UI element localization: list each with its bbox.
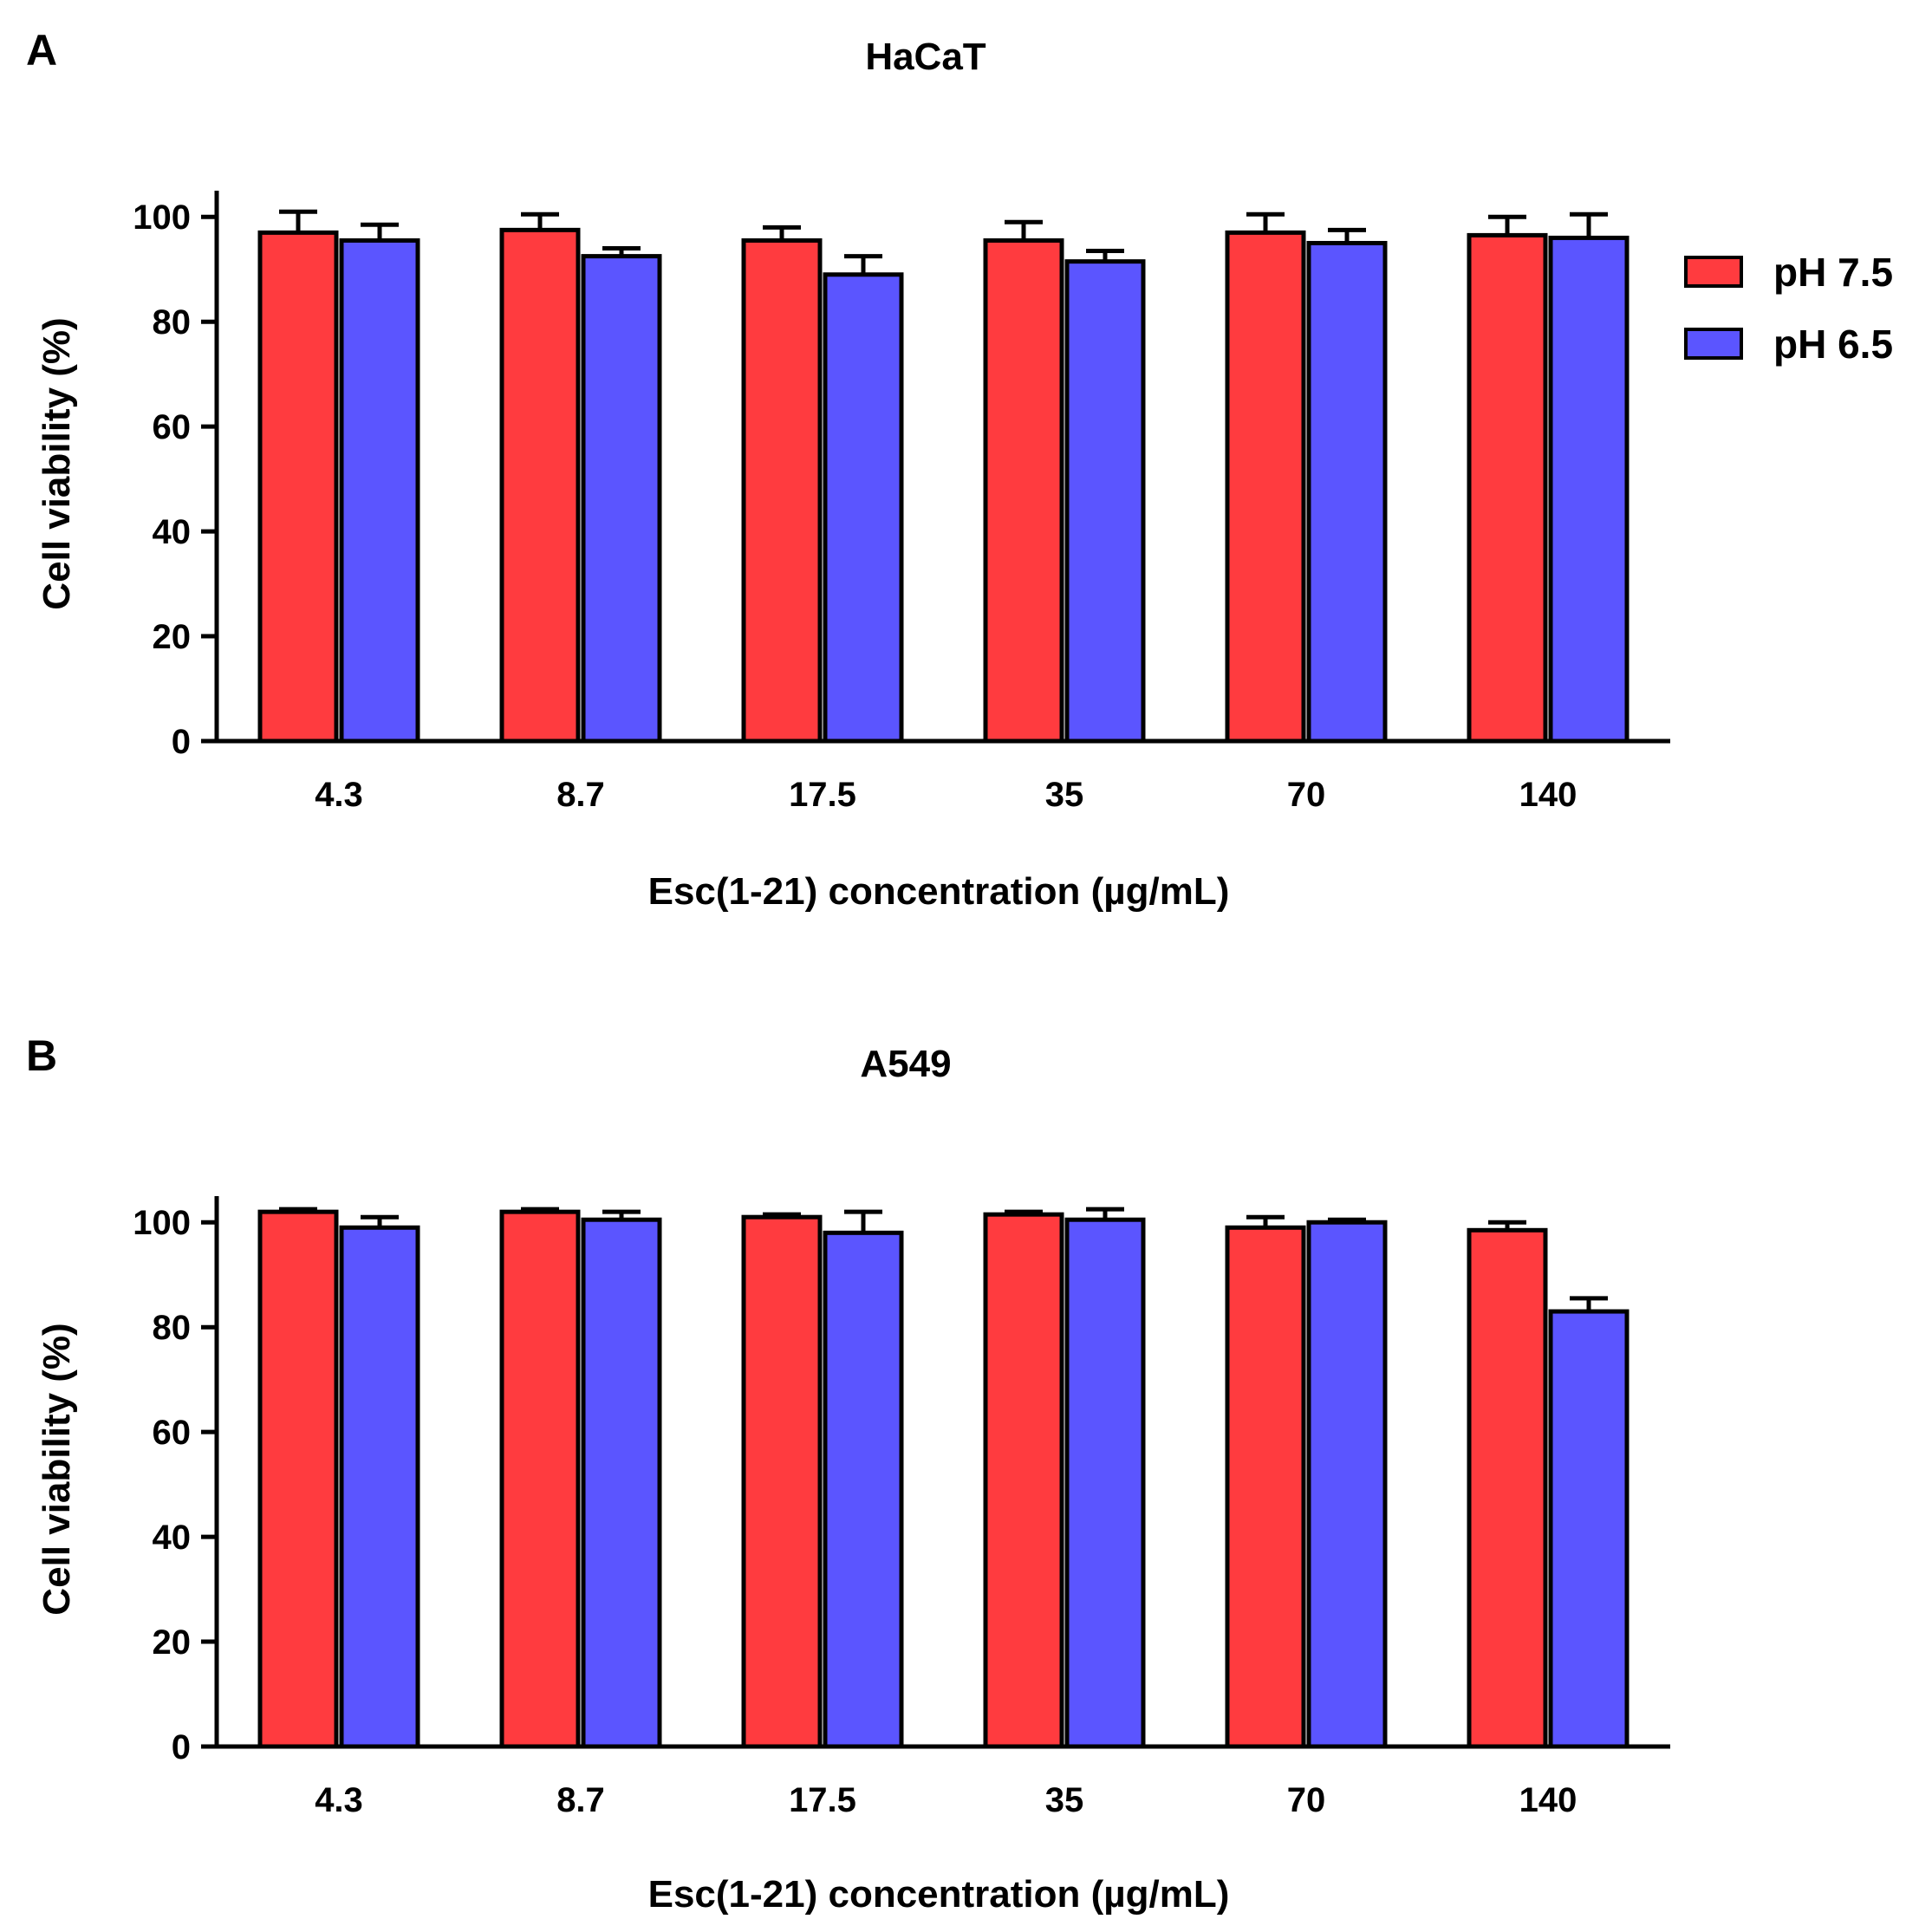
x-tick-label: 8.7 — [556, 1781, 605, 1819]
y-tick-label: 20 — [153, 1623, 192, 1662]
bar — [257, 1209, 339, 1749]
x-tick-label: 17.5 — [789, 776, 856, 814]
bar — [823, 272, 904, 744]
bar — [1548, 235, 1630, 744]
chart-title: HaCaT — [865, 36, 986, 78]
x-tick-label: 4.3 — [315, 1781, 363, 1819]
plot-area: 0 20 40 60 80 100 4.3 8.7 17.5 35 70 140 — [133, 191, 1670, 814]
legend-label: pH 7.5 — [1773, 250, 1893, 295]
chart-title: A549 — [860, 1043, 951, 1085]
y-axis-label: Cell viability (%) — [36, 317, 78, 609]
panel-letter: B — [26, 1031, 57, 1080]
x-tick-label: 35 — [1045, 1781, 1084, 1819]
y-tick-label: 40 — [153, 1519, 192, 1557]
x-tick-label: 4.3 — [315, 776, 363, 814]
x-tick-label: 70 — [1287, 1781, 1326, 1819]
y-tick-label: 60 — [153, 1414, 192, 1452]
y-tick-label: 100 — [133, 1204, 191, 1242]
bar — [339, 1225, 420, 1749]
panel-b: B A549 0 20 40 60 80 100 4.3 8.7 17.5 35 70 140 Cel… — [26, 1031, 1670, 1916]
bar — [1548, 1309, 1630, 1749]
y-tick-label: 0 — [172, 723, 191, 761]
panel-letter: A — [26, 26, 57, 75]
bar — [983, 1212, 1064, 1749]
bar — [257, 230, 339, 744]
y-tick-label: 80 — [153, 303, 192, 342]
y-tick-label: 80 — [153, 1309, 192, 1347]
legend-swatch-ph-7-5 — [1684, 256, 1743, 288]
x-tick-label: 140 — [1519, 776, 1577, 814]
bar — [1306, 240, 1388, 744]
x-axis-label: Esc(1-21) concentration (µg/mL) — [648, 870, 1230, 913]
bar — [1225, 230, 1306, 744]
legend-label: pH 6.5 — [1773, 322, 1893, 367]
y-tick-label: 20 — [153, 618, 192, 656]
y-tick-label: 100 — [133, 198, 191, 237]
bar — [581, 254, 662, 744]
bar — [499, 227, 581, 744]
y-axis-label: Cell viability (%) — [36, 1323, 78, 1615]
bar — [983, 237, 1064, 744]
bar — [581, 1217, 662, 1749]
bar — [823, 1230, 904, 1749]
legend: pH 7.5 pH 6.5 — [1684, 250, 1893, 367]
x-tick-label: 17.5 — [789, 1781, 856, 1819]
y-tick-label: 60 — [153, 408, 192, 446]
bar — [1306, 1220, 1388, 1749]
bar — [339, 237, 420, 744]
x-axis-label: Esc(1-21) concentration (µg/mL) — [648, 1873, 1230, 1916]
x-tick-label: 70 — [1287, 776, 1326, 814]
legend-swatch-ph-6-5 — [1684, 328, 1743, 360]
bar — [1064, 1217, 1146, 1749]
x-tick-label: 8.7 — [556, 776, 605, 814]
plot-area: 0 20 40 60 80 100 4.3 8.7 17.5 35 70 140 — [133, 1196, 1670, 1819]
bar — [741, 237, 823, 744]
x-tick-label: 140 — [1519, 1781, 1577, 1819]
bar — [1225, 1225, 1306, 1749]
bar — [741, 1214, 823, 1749]
bar — [499, 1209, 581, 1749]
x-tick-label: 35 — [1045, 776, 1084, 814]
bar — [1467, 1227, 1548, 1749]
bar — [1064, 259, 1146, 744]
y-tick-label: 40 — [153, 513, 192, 551]
panel-a: A HaCaT 0 20 40 60 80 100 4.3 8.7 17.5 35 70 140 Ce… — [26, 26, 1670, 913]
bar — [1467, 232, 1548, 744]
y-tick-label: 0 — [172, 1728, 191, 1766]
